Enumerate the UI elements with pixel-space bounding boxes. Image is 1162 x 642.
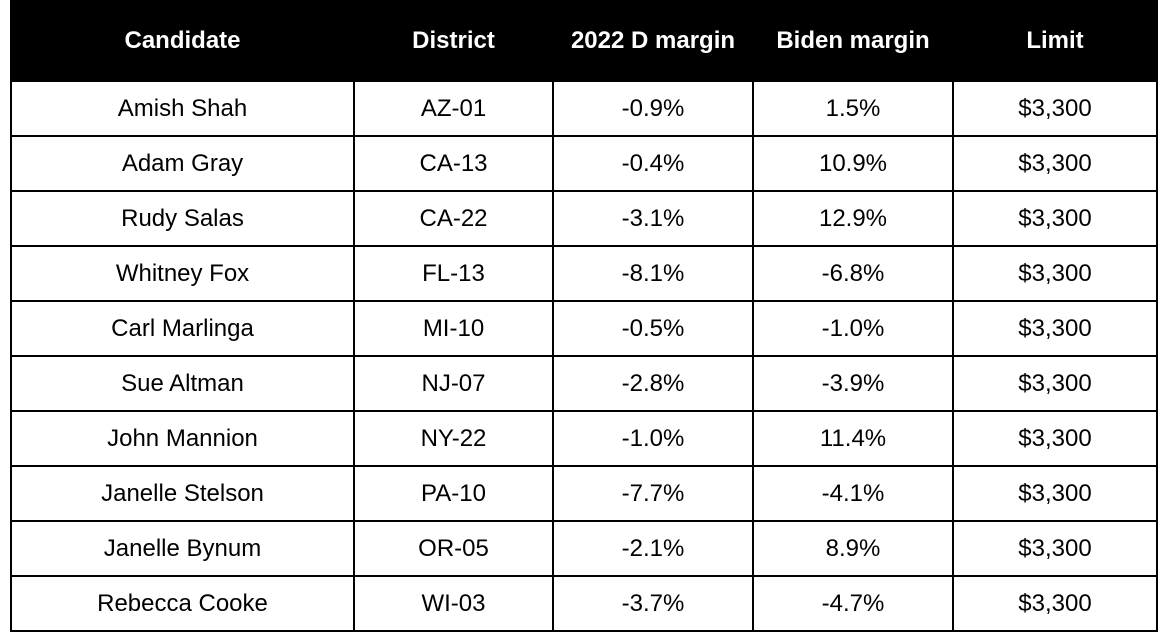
cell-district: PA-10 — [353, 465, 554, 522]
table-body: Amish Shah AZ-01 -0.9% 1.5% $3,300 Adam … — [10, 80, 1158, 632]
cell-limit: $3,300 — [952, 80, 1158, 137]
cell-candidate: Whitney Fox — [10, 245, 355, 302]
cell-limit: $3,300 — [952, 135, 1158, 192]
cell-biden-margin: -4.7% — [752, 575, 954, 632]
cell-district: NY-22 — [353, 410, 554, 467]
header-limit: Limit — [952, 0, 1158, 82]
table-row: Janelle Stelson PA-10 -7.7% -4.1% $3,300 — [10, 465, 1158, 522]
cell-biden-margin: 10.9% — [752, 135, 954, 192]
cell-limit: $3,300 — [952, 465, 1158, 522]
table-row: Carl Marlinga MI-10 -0.5% -1.0% $3,300 — [10, 300, 1158, 357]
cell-limit: $3,300 — [952, 300, 1158, 357]
cell-district: AZ-01 — [353, 80, 554, 137]
cell-candidate: Janelle Bynum — [10, 520, 355, 577]
cell-biden-margin: 12.9% — [752, 190, 954, 247]
cell-candidate: Sue Altman — [10, 355, 355, 412]
header-2022-d-margin: 2022 D margin — [552, 0, 754, 82]
cell-biden-margin: -4.1% — [752, 465, 954, 522]
candidates-table: Candidate District 2022 D margin Biden m… — [10, 0, 1158, 632]
cell-biden-margin: -6.8% — [752, 245, 954, 302]
cell-2022-d-margin: -2.1% — [552, 520, 754, 577]
table-row: Adam Gray CA-13 -0.4% 10.9% $3,300 — [10, 135, 1158, 192]
cell-2022-d-margin: -1.0% — [552, 410, 754, 467]
cell-district: OR-05 — [353, 520, 554, 577]
table-row: Janelle Bynum OR-05 -2.1% 8.9% $3,300 — [10, 520, 1158, 577]
cell-biden-margin: 11.4% — [752, 410, 954, 467]
cell-biden-margin: -3.9% — [752, 355, 954, 412]
cell-candidate: Carl Marlinga — [10, 300, 355, 357]
table-row: Amish Shah AZ-01 -0.9% 1.5% $3,300 — [10, 80, 1158, 137]
cell-district: MI-10 — [353, 300, 554, 357]
cell-candidate: Rudy Salas — [10, 190, 355, 247]
cell-limit: $3,300 — [952, 245, 1158, 302]
cell-candidate: Janelle Stelson — [10, 465, 355, 522]
header-row: Candidate District 2022 D margin Biden m… — [10, 0, 1158, 82]
table-row: John Mannion NY-22 -1.0% 11.4% $3,300 — [10, 410, 1158, 467]
table-header: Candidate District 2022 D margin Biden m… — [10, 0, 1158, 82]
cell-2022-d-margin: -0.9% — [552, 80, 754, 137]
cell-limit: $3,300 — [952, 410, 1158, 467]
cell-limit: $3,300 — [952, 575, 1158, 632]
cell-district: WI-03 — [353, 575, 554, 632]
cell-limit: $3,300 — [952, 190, 1158, 247]
cell-candidate: John Mannion — [10, 410, 355, 467]
cell-candidate: Adam Gray — [10, 135, 355, 192]
cell-district: NJ-07 — [353, 355, 554, 412]
cell-candidate: Amish Shah — [10, 80, 355, 137]
cell-2022-d-margin: -7.7% — [552, 465, 754, 522]
candidates-table-container: Candidate District 2022 D margin Biden m… — [10, 0, 1158, 632]
cell-biden-margin: -1.0% — [752, 300, 954, 357]
table-row: Rebecca Cooke WI-03 -3.7% -4.7% $3,300 — [10, 575, 1158, 632]
cell-district: FL-13 — [353, 245, 554, 302]
header-biden-margin: Biden margin — [752, 0, 954, 82]
cell-2022-d-margin: -3.1% — [552, 190, 754, 247]
table-row: Sue Altman NJ-07 -2.8% -3.9% $3,300 — [10, 355, 1158, 412]
cell-district: CA-22 — [353, 190, 554, 247]
header-candidate: Candidate — [10, 0, 355, 82]
cell-biden-margin: 1.5% — [752, 80, 954, 137]
cell-2022-d-margin: -0.5% — [552, 300, 754, 357]
cell-2022-d-margin: -8.1% — [552, 245, 754, 302]
cell-limit: $3,300 — [952, 355, 1158, 412]
table-row: Whitney Fox FL-13 -8.1% -6.8% $3,300 — [10, 245, 1158, 302]
cell-biden-margin: 8.9% — [752, 520, 954, 577]
cell-district: CA-13 — [353, 135, 554, 192]
cell-2022-d-margin: -0.4% — [552, 135, 754, 192]
cell-limit: $3,300 — [952, 520, 1158, 577]
table-row: Rudy Salas CA-22 -3.1% 12.9% $3,300 — [10, 190, 1158, 247]
cell-2022-d-margin: -3.7% — [552, 575, 754, 632]
cell-2022-d-margin: -2.8% — [552, 355, 754, 412]
header-district: District — [353, 0, 554, 82]
cell-candidate: Rebecca Cooke — [10, 575, 355, 632]
